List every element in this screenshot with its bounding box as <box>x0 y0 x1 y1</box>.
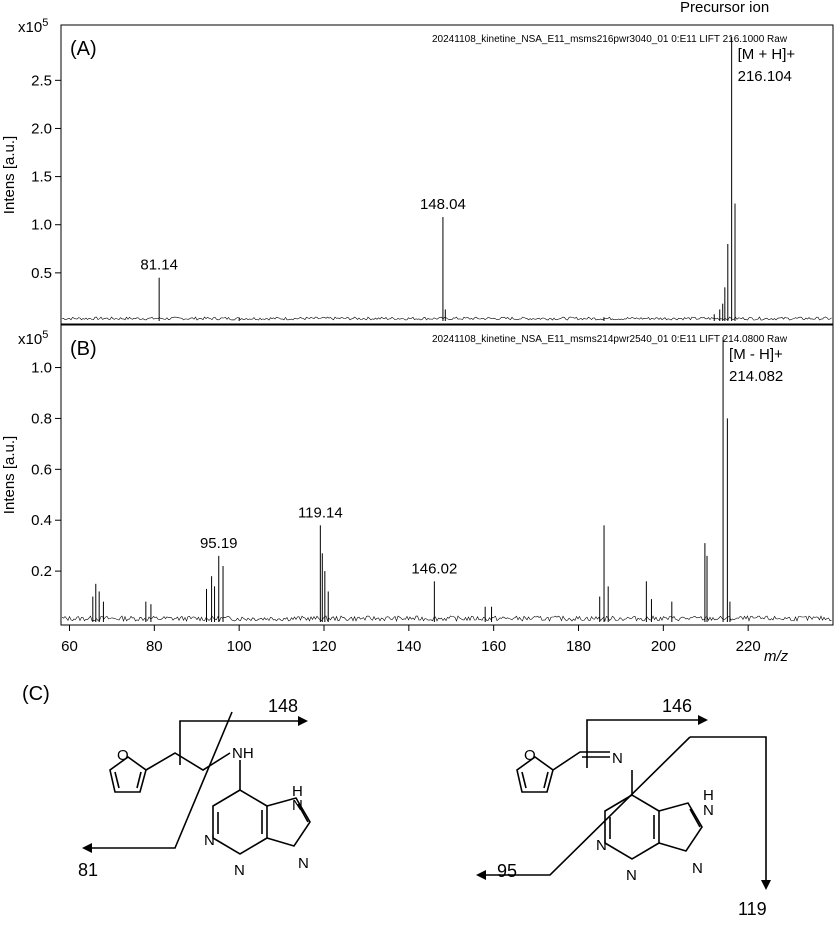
precursor-label-b: 214.082 <box>729 368 783 385</box>
y-tick-label-b: 0.4 <box>31 512 52 529</box>
atom-n7-left: N <box>292 797 303 814</box>
fragment-arrow-81 <box>92 711 233 849</box>
x-tick-label: 200 <box>651 638 676 655</box>
x-axis: 60 80 100 120 140 160 180 200 220 <box>61 625 761 655</box>
x-tick-label: 220 <box>736 638 761 655</box>
purine-double-right <box>609 815 655 839</box>
arrow-head-119 <box>761 880 771 890</box>
x-tick-label: 100 <box>227 638 252 655</box>
x-tick-label: 60 <box>61 638 78 655</box>
atom-nh-left: NH <box>232 745 254 762</box>
fragment-arrow-146 <box>586 719 700 768</box>
run-label-b: 20241108_kinetine_NSA_E11_msms214pwr2540… <box>432 334 788 345</box>
structure-right <box>486 719 767 880</box>
structure-left <box>92 711 311 855</box>
panel-label-b: (B) <box>70 338 97 360</box>
purine-six-ring-left <box>212 789 268 855</box>
panel-label-a: (A) <box>70 38 97 60</box>
arrow-head-95 <box>476 870 486 880</box>
y-tick-label-a: 1.0 <box>31 217 52 234</box>
atom-n9-left: N <box>298 855 309 872</box>
purine-double-left <box>217 810 263 834</box>
atom-o-right: O <box>524 747 536 764</box>
atom-n7-right: N <box>703 802 714 819</box>
y-tick-label-a: 0.5 <box>31 265 52 282</box>
fragment-label-95: 95 <box>497 861 517 881</box>
run-label-a: 20241108_kinetine_NSA_E11_msms216pwr3040… <box>432 34 788 45</box>
fragment-label-148: 148 <box>268 696 298 716</box>
atom-n3-right: N <box>626 867 637 884</box>
purine-six-ring-right <box>604 794 660 860</box>
furan-double-right <box>521 771 549 789</box>
x-tick-label: 140 <box>396 638 421 655</box>
fragment-arrow-95 <box>486 736 691 876</box>
atom-n-imine-right: N <box>612 750 623 767</box>
fragment-label-81: 81 <box>78 860 98 880</box>
fragment-arrow-119 <box>690 736 767 880</box>
arrow-head-146 <box>698 715 708 725</box>
purine-five-ring-left <box>266 797 311 847</box>
atom-h-left: H <box>292 783 303 800</box>
baseline-noise-b <box>61 615 832 622</box>
x-tick-label: 160 <box>481 638 506 655</box>
y-tick-label-b: 1.0 <box>31 360 52 377</box>
purine-five-double-left <box>297 803 309 823</box>
peak-label-b: 146.02 <box>411 560 457 577</box>
y-tick-label-b: 0.6 <box>31 461 52 478</box>
peak-label-a: 148.04 <box>420 196 466 213</box>
precursor-title: Precursor ion <box>680 0 769 16</box>
y-tick-label-a: 2.5 <box>31 72 52 89</box>
atom-n9-right: N <box>692 860 703 877</box>
peak-label-b: 95.19 <box>200 535 238 552</box>
y-tick-label-a: 1.5 <box>31 169 52 186</box>
arrow-head-148 <box>298 716 308 726</box>
furan-ring-left <box>109 756 147 793</box>
precursor-label-b: [M - H]+ <box>729 346 783 363</box>
multiplier-a: x105 <box>18 17 48 36</box>
x-axis-label: m/z <box>764 648 789 665</box>
atom-n3-left: N <box>234 862 245 879</box>
precursor-label-a: [M + H]+ <box>738 46 796 63</box>
peak-label-b: 119.14 <box>298 504 343 521</box>
y-axis-label-b: Intens [a.u.] <box>1 436 18 514</box>
side-chain-left <box>145 752 231 771</box>
plot-frame-b <box>60 324 834 626</box>
y-tick-label-b: 0.2 <box>31 563 52 580</box>
y-tick-label-b: 0.8 <box>31 410 52 427</box>
purine-five-ring-right <box>658 802 703 852</box>
x-tick-label: 180 <box>566 638 591 655</box>
fragment-label-119: 119 <box>738 899 767 919</box>
y-tick-label-a: 2.0 <box>31 120 52 137</box>
fragment-arrow-148 <box>179 720 300 765</box>
furan-double-bond-left-2 <box>136 771 142 789</box>
atom-n1-left: N <box>204 832 215 849</box>
x-tick-label: 80 <box>146 638 163 655</box>
side-chain-right <box>552 751 610 771</box>
furan-ring-right <box>516 756 554 793</box>
atom-h-right: H <box>703 787 714 804</box>
peak-label-a: 81.14 <box>140 257 178 274</box>
spectrum-panel-b: (B) 20241108_kinetine_NSA_E11_msms214pwr… <box>1 324 834 626</box>
multiplier-b: x105 <box>18 329 48 348</box>
fragment-label-146: 146 <box>662 696 692 716</box>
baseline-noise-a <box>61 316 832 321</box>
atom-n1-right: N <box>596 837 607 854</box>
atom-o-left: O <box>117 747 129 764</box>
scheme-panel: (C) O NH H N N N N 148 <box>22 683 771 919</box>
precursor-label-a: 216.104 <box>738 68 792 85</box>
plot-frame-a <box>60 24 834 325</box>
spectrum-panel-a: (A) 20241108_kinetine_NSA_E11_msms216pwr… <box>1 17 834 325</box>
y-axis-label-a: Intens [a.u.] <box>1 136 18 214</box>
arrow-head-81 <box>82 843 92 853</box>
purine-five-double-right <box>689 808 701 828</box>
panel-label-c: (C) <box>22 683 50 705</box>
furan-double-bond-left <box>114 771 120 789</box>
x-tick-label: 120 <box>311 638 336 655</box>
